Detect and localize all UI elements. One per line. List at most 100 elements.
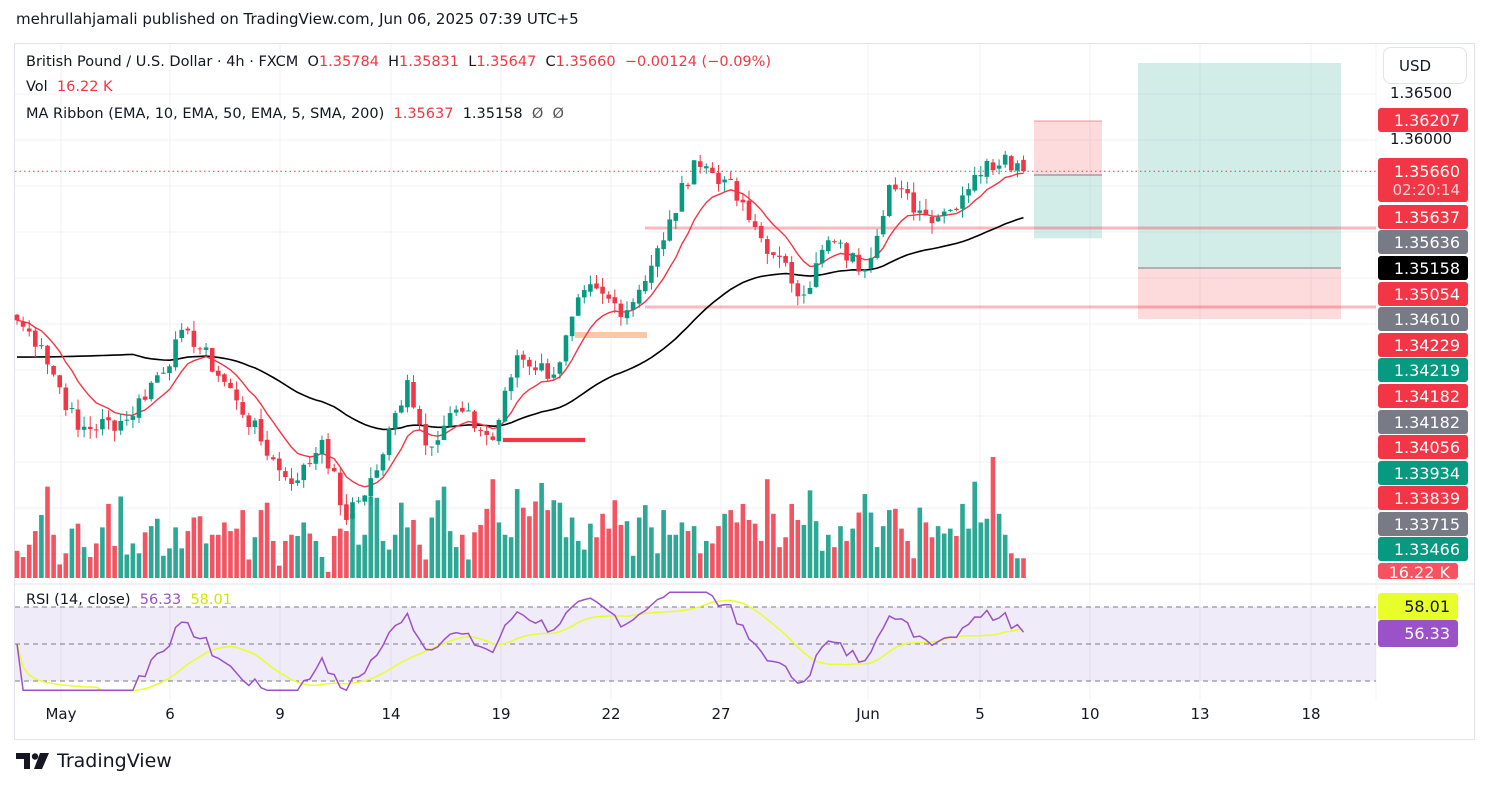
candle-body: [874, 235, 880, 258]
volume-bar: [996, 513, 1002, 578]
candle-body: [880, 215, 886, 235]
volume-bar: [923, 522, 929, 578]
candle-body: [929, 216, 935, 224]
volume-label[interactable]: Vol: [26, 79, 48, 95]
candle-body: [33, 330, 38, 347]
candle-body: [301, 464, 306, 481]
candle-body: [289, 478, 294, 485]
ma-ribbon-label[interactable]: MA Ribbon (EMA, 10, EMA, 50, EMA, 5, SMA…: [26, 106, 385, 122]
volume-bar: [246, 559, 252, 578]
volume-bar: [972, 481, 977, 578]
price-badge: 1.34182: [1378, 410, 1468, 434]
volume-bar: [1015, 558, 1020, 578]
candle-body: [862, 269, 868, 272]
range-marker: [575, 332, 647, 338]
candle-body: [844, 243, 849, 261]
candle-body: [649, 265, 654, 283]
candle-body: [63, 387, 69, 411]
rsi-label[interactable]: RSI (14, close): [26, 592, 131, 608]
volume-bar: [539, 482, 544, 578]
volume-bar: [887, 510, 892, 578]
volume-bar: [179, 548, 184, 578]
candle-body: [429, 446, 435, 448]
candle-body: [39, 345, 44, 347]
candle-body: [478, 429, 483, 432]
ma-ribbon-legend: MA Ribbon (EMA, 10, EMA, 50, EMA, 5, SMA…: [26, 106, 564, 122]
price-badge: 1.33715: [1378, 512, 1468, 536]
time-tick: May: [45, 705, 77, 723]
candle-body: [685, 184, 691, 187]
candle-body: [124, 419, 130, 421]
candle-body: [283, 471, 288, 478]
logo-text: TradingView: [57, 750, 172, 772]
candle-body: [234, 389, 239, 401]
volume-bar: [801, 524, 807, 578]
candle-body: [765, 239, 770, 254]
volume-bar: [203, 543, 209, 578]
candle-body: [374, 470, 380, 478]
volume-bar: [527, 516, 532, 578]
candle-body: [319, 439, 325, 455]
candle-body: [734, 181, 740, 201]
candle-body: [655, 248, 660, 267]
candle-body: [112, 420, 117, 431]
candle-body: [716, 172, 721, 185]
candle-body: [643, 281, 648, 292]
candle-body: [155, 375, 160, 383]
tradingview-logo[interactable]: TradingView: [16, 750, 172, 772]
candle-body: [399, 405, 404, 413]
volume-bar: [600, 513, 605, 578]
candle-body: [887, 185, 892, 216]
candle-body: [826, 240, 831, 252]
volume-bar: [392, 534, 398, 578]
volume-bar: [850, 528, 855, 578]
volume-bar: [795, 519, 801, 578]
volume-bar: [173, 527, 178, 578]
candle-body: [966, 189, 971, 196]
candle-body: [258, 419, 264, 442]
volume-bar: [63, 553, 69, 578]
volume-bar: [350, 513, 355, 578]
candle-body: [423, 424, 428, 446]
candle-body: [338, 472, 343, 506]
candle-body: [545, 363, 550, 379]
volume-bar: [45, 486, 50, 578]
rsi-badge: 58.01: [1378, 593, 1458, 620]
time-tick: 10: [1080, 705, 1100, 723]
candle-body: [496, 419, 502, 442]
candle-body: [356, 500, 361, 502]
price-badge: 1.34219: [1378, 358, 1468, 382]
candle-body: [710, 167, 715, 174]
volume-bar: [106, 503, 111, 578]
change-value: −0.00124 (−0.09%): [624, 54, 772, 70]
volume-bar: [270, 540, 276, 578]
volume-bar: [917, 507, 923, 578]
symbol-title[interactable]: British Pound / U.S. Dollar · 4h · FXCM: [26, 54, 299, 70]
candle-body: [307, 463, 313, 465]
volume-bar: [880, 526, 886, 578]
currency-button[interactable]: USD: [1383, 47, 1467, 84]
volume-bar: [948, 528, 953, 578]
volume-bar: [545, 510, 550, 578]
volume-bar: [905, 540, 910, 578]
volume-bar: [264, 502, 270, 578]
volume-bar: [856, 512, 862, 578]
volume-bar: [411, 519, 416, 578]
time-tick: 22: [601, 705, 621, 723]
volume-bar: [697, 553, 703, 578]
volume-bar: [826, 534, 831, 578]
candle-body: [984, 160, 990, 177]
candle-body: [899, 188, 904, 190]
candle-body: [795, 283, 801, 297]
price-badge: 1.35054: [1378, 282, 1468, 306]
volume-bar: [862, 494, 868, 578]
volume-bar: [789, 503, 794, 578]
volume-bar: [1009, 553, 1014, 578]
candle-body: [569, 316, 575, 337]
candle-body: [392, 413, 398, 429]
volume-bar: [283, 540, 288, 578]
volume-bar: [51, 534, 56, 578]
candle-body: [417, 408, 422, 425]
candle-body: [484, 430, 489, 435]
